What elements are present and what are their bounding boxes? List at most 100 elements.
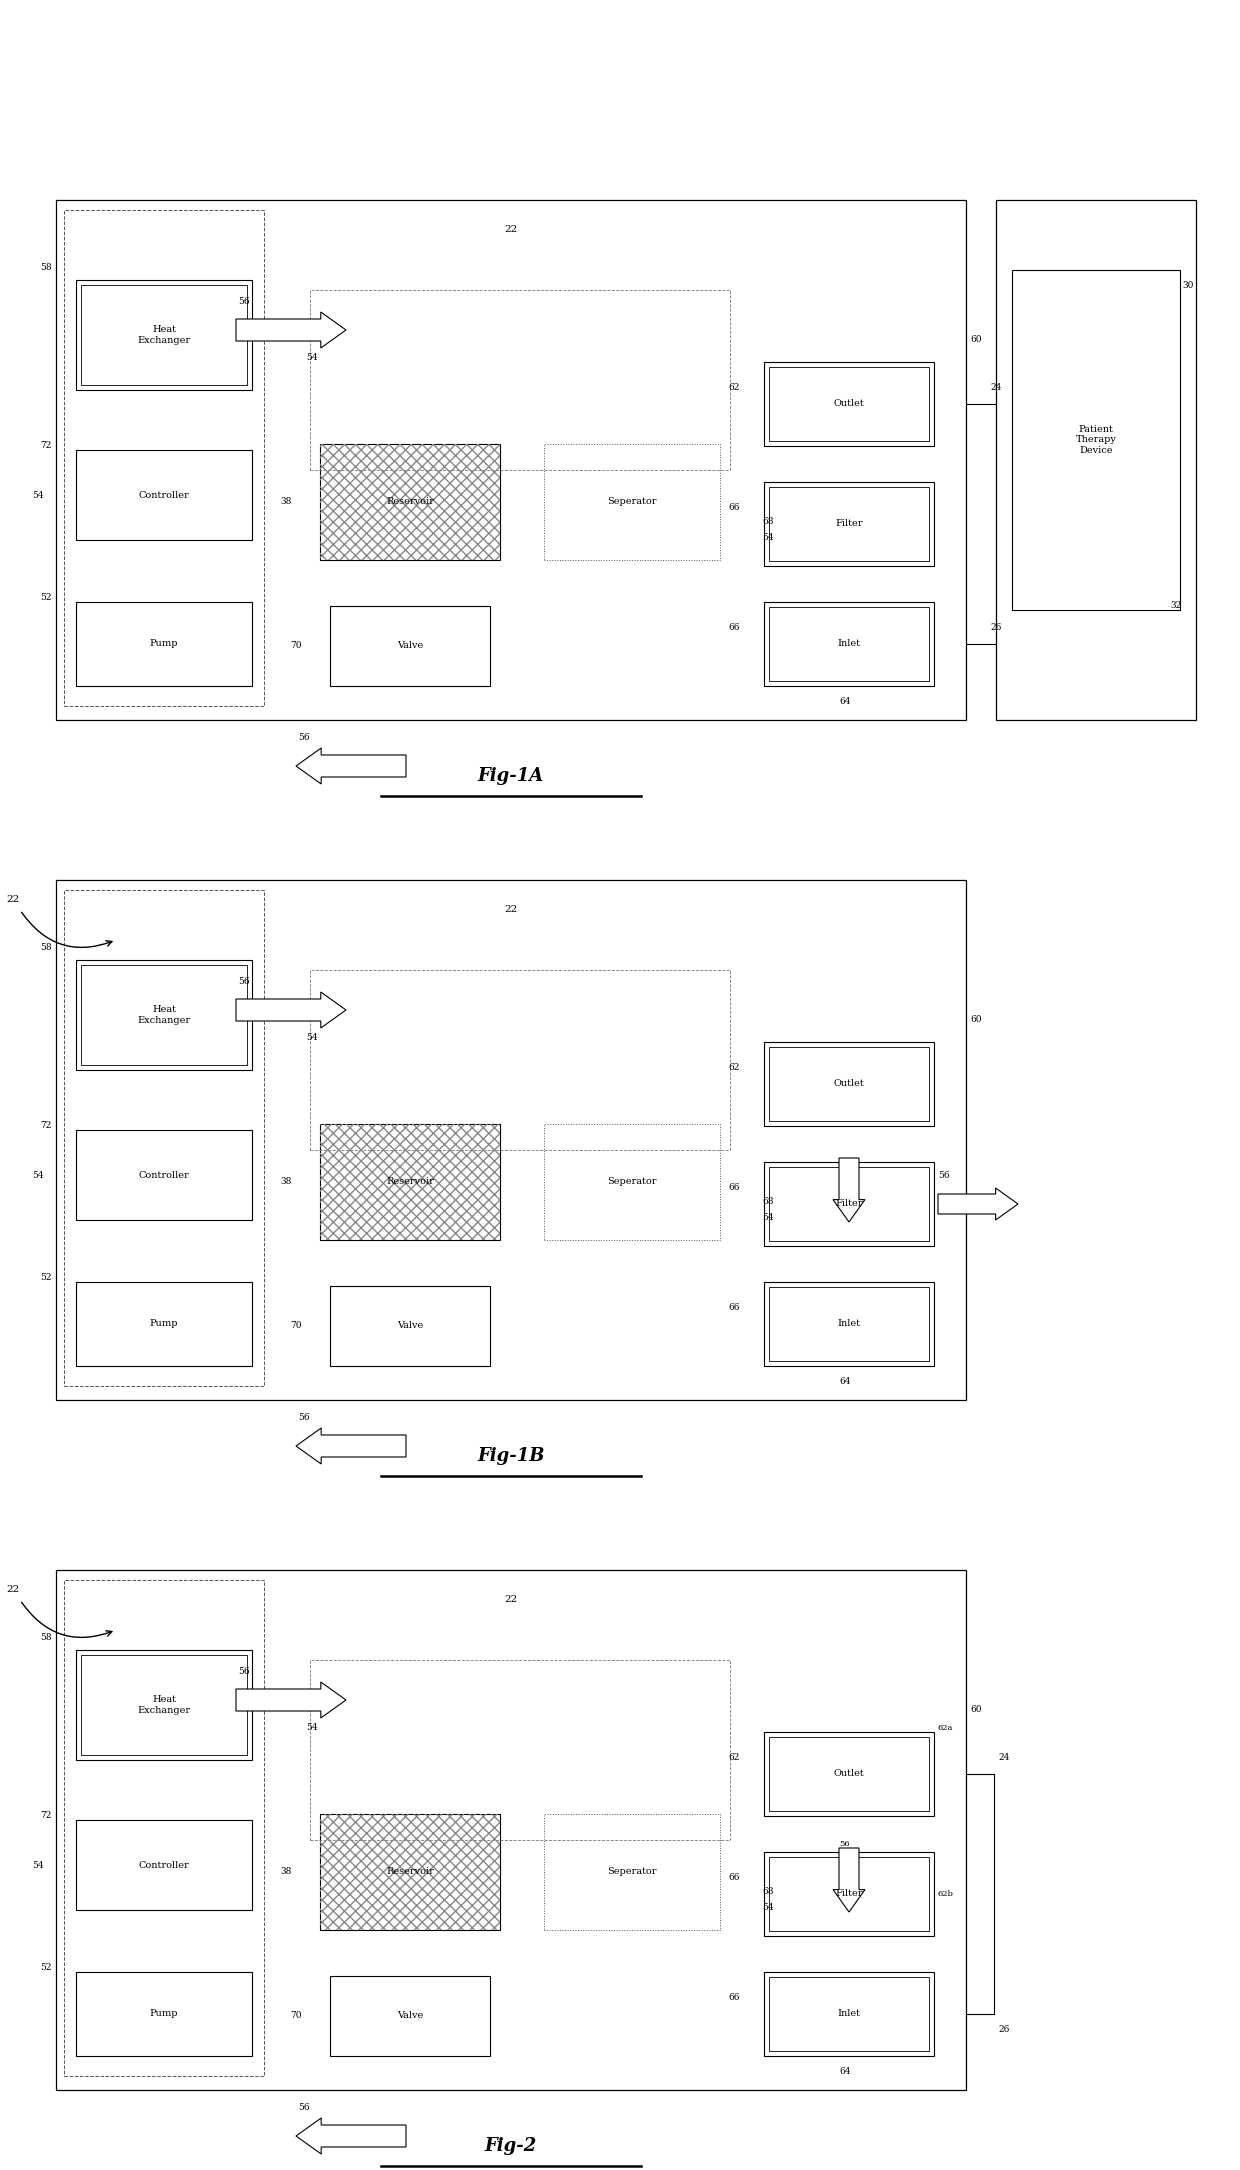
- Polygon shape: [236, 1682, 346, 1719]
- Text: Valve: Valve: [397, 1322, 423, 1330]
- Text: 54: 54: [306, 1033, 317, 1042]
- Bar: [764, 1161, 934, 1246]
- Bar: [769, 1167, 929, 1241]
- Bar: [769, 486, 929, 562]
- Text: 52: 52: [40, 1964, 52, 1973]
- Text: 22: 22: [505, 1595, 517, 1604]
- Text: 72: 72: [40, 441, 51, 451]
- Text: 58: 58: [40, 1634, 52, 1643]
- Polygon shape: [296, 1428, 405, 1465]
- Bar: [544, 1814, 720, 1929]
- Text: 54: 54: [306, 354, 317, 362]
- Text: 38: 38: [280, 1868, 291, 1877]
- Bar: [76, 959, 252, 1070]
- Bar: [544, 1124, 720, 1239]
- Text: Controller: Controller: [139, 1170, 190, 1180]
- Text: 26: 26: [990, 623, 1002, 631]
- Text: 62: 62: [728, 1753, 739, 1762]
- Text: Filter: Filter: [836, 1890, 863, 1899]
- Text: 52: 52: [40, 1274, 52, 1282]
- Text: 24: 24: [998, 1753, 1009, 1762]
- Bar: [81, 1656, 247, 1756]
- Text: 62a: 62a: [937, 1723, 954, 1732]
- Bar: [56, 1571, 966, 2090]
- Bar: [769, 1977, 929, 2051]
- Text: 66: 66: [728, 503, 739, 512]
- Bar: [76, 1649, 252, 1760]
- Bar: [769, 1736, 929, 1812]
- Bar: [310, 1660, 730, 1840]
- Bar: [769, 1046, 929, 1122]
- Bar: [76, 280, 252, 391]
- Text: Fig-2: Fig-2: [485, 2137, 537, 2155]
- Text: Controller: Controller: [139, 490, 190, 499]
- Bar: [310, 970, 730, 1150]
- Bar: [320, 445, 500, 560]
- Text: 22: 22: [6, 896, 20, 905]
- Text: Seperator: Seperator: [608, 1178, 657, 1187]
- Text: Filter: Filter: [836, 519, 863, 529]
- Text: 54: 54: [32, 1860, 43, 1871]
- Text: Patient
Therapy
Device: Patient Therapy Device: [1075, 425, 1116, 456]
- Text: 72: 72: [40, 1812, 51, 1821]
- Bar: [76, 1973, 252, 2055]
- Text: 56: 56: [298, 733, 310, 742]
- Text: 26: 26: [998, 2025, 1009, 2035]
- Text: 56: 56: [298, 2103, 310, 2114]
- Bar: [330, 605, 490, 686]
- Text: 56: 56: [839, 1840, 849, 1849]
- Text: Outlet: Outlet: [833, 1078, 864, 1089]
- Bar: [330, 1977, 490, 2055]
- Text: Seperator: Seperator: [608, 497, 657, 506]
- Text: 56: 56: [238, 976, 249, 987]
- Bar: [64, 1580, 264, 2077]
- Text: 56: 56: [238, 297, 249, 306]
- Bar: [769, 608, 929, 681]
- Bar: [320, 445, 500, 560]
- Bar: [764, 1973, 934, 2055]
- Text: 66: 66: [728, 1304, 739, 1313]
- Bar: [996, 200, 1197, 720]
- Bar: [764, 482, 934, 566]
- Polygon shape: [833, 1849, 866, 1912]
- Text: 68: 68: [763, 516, 774, 527]
- Text: 32: 32: [1171, 601, 1182, 610]
- Text: 54: 54: [763, 1903, 774, 1912]
- Bar: [310, 291, 730, 471]
- Bar: [764, 1282, 934, 1365]
- Polygon shape: [937, 1187, 1018, 1220]
- Text: Controller: Controller: [139, 1860, 190, 1871]
- Text: 58: 58: [40, 263, 52, 273]
- Text: 38: 38: [280, 1178, 291, 1187]
- Text: Outlet: Outlet: [833, 399, 864, 408]
- Bar: [81, 966, 247, 1065]
- Text: 58: 58: [40, 944, 52, 953]
- Polygon shape: [296, 749, 405, 783]
- Text: 62b: 62b: [937, 1890, 954, 1899]
- Text: 62: 62: [728, 1063, 739, 1072]
- Text: Outlet: Outlet: [833, 1769, 864, 1779]
- Bar: [76, 601, 252, 686]
- Text: 64: 64: [839, 2068, 851, 2077]
- Polygon shape: [833, 1159, 866, 1222]
- Text: 60: 60: [970, 1016, 982, 1024]
- Bar: [76, 1131, 252, 1220]
- Text: 72: 72: [40, 1122, 51, 1131]
- Text: Inlet: Inlet: [837, 1319, 861, 1328]
- Text: Valve: Valve: [397, 2012, 423, 2020]
- Text: 30: 30: [1182, 282, 1193, 291]
- Text: 68: 68: [763, 1198, 774, 1207]
- Text: 24: 24: [990, 384, 1002, 393]
- Bar: [64, 890, 264, 1387]
- Text: Pump: Pump: [150, 640, 179, 649]
- Bar: [764, 1042, 934, 1126]
- Bar: [769, 367, 929, 441]
- Text: Fig-1A: Fig-1A: [477, 766, 544, 786]
- Bar: [764, 601, 934, 686]
- Text: Filter: Filter: [836, 1200, 863, 1209]
- Bar: [1012, 269, 1180, 610]
- Bar: [320, 1124, 500, 1239]
- Text: 60: 60: [970, 1706, 982, 1714]
- Text: Heat
Exchanger: Heat Exchanger: [138, 326, 191, 345]
- Bar: [56, 200, 966, 720]
